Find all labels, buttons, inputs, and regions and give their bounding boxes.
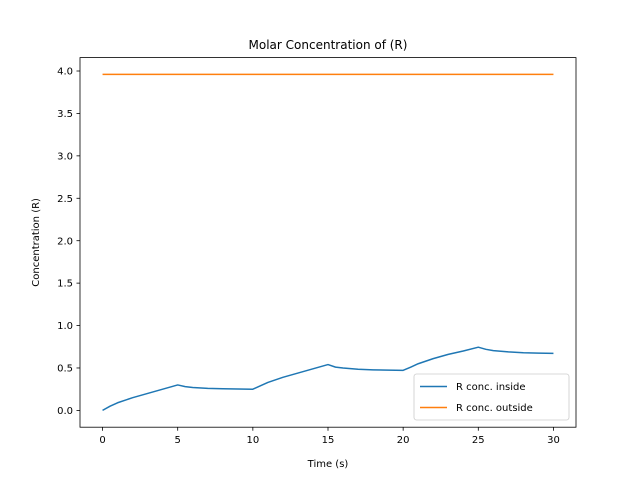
y-tick-label: 1.0 <box>57 321 73 332</box>
y-tick-label: 0.0 <box>57 406 73 417</box>
y-axis-label: Concentration (R) <box>31 198 42 287</box>
x-axis: 0 5 10 15 20 25 30 <box>99 427 560 446</box>
legend-label: R conc. inside <box>456 382 526 393</box>
x-tick-label: 5 <box>175 435 181 446</box>
chart-title: Molar Concentration of (R) <box>249 38 408 52</box>
y-tick-label: 3.5 <box>57 109 73 120</box>
y-tick-label: 2.5 <box>57 194 73 205</box>
x-tick-label: 15 <box>322 435 335 446</box>
y-axis: 0.0 0.5 1.0 1.5 2.0 2.5 3.0 3.5 4.0 <box>57 67 80 417</box>
y-tick-label: 4.0 <box>57 67 73 78</box>
x-tick-label: 30 <box>547 435 560 446</box>
y-tick-label: 3.0 <box>57 151 73 162</box>
legend: R conc. inside R conc. outside <box>413 373 570 421</box>
x-axis-label: Time (s) <box>307 459 349 470</box>
x-tick-label: 25 <box>472 435 485 446</box>
x-tick-label: 20 <box>397 435 410 446</box>
plot-area <box>80 57 576 428</box>
series-layer <box>102 73 554 412</box>
y-tick-label: 0.5 <box>57 364 73 375</box>
y-tick-label: 1.5 <box>57 279 73 290</box>
series-line-1 <box>102 346 554 412</box>
legend-label: R conc. outside <box>456 403 533 414</box>
x-tick-label: 10 <box>246 435 259 446</box>
y-tick-label: 2.0 <box>57 236 73 247</box>
legend-box <box>413 373 570 421</box>
x-tick-label: 0 <box>99 435 105 446</box>
